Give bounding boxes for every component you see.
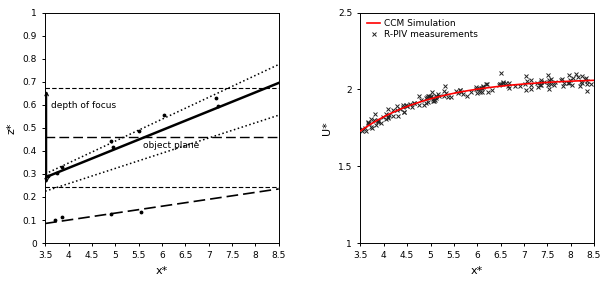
Legend: CCM Simulation, R-PIV measurements: CCM Simulation, R-PIV measurements xyxy=(365,17,479,41)
R-PIV measurements xyxy=(497,71,505,75)
R-PIV measurements xyxy=(478,91,485,94)
CCM Simulation xyxy=(468,89,475,92)
X-axis label: x*: x* xyxy=(156,266,168,276)
R-PIV measurements xyxy=(548,78,555,81)
R-PIV measurements xyxy=(473,92,480,95)
R-PIV measurements xyxy=(425,94,432,98)
Line: R-PIV measurements: R-PIV measurements xyxy=(359,71,593,133)
R-PIV measurements xyxy=(521,82,528,85)
Text: depth of focus: depth of focus xyxy=(51,101,116,110)
CCM Simulation xyxy=(357,129,364,133)
R-PIV measurements xyxy=(433,95,440,98)
R-PIV measurements xyxy=(358,129,365,132)
CCM Simulation xyxy=(483,86,490,90)
Y-axis label: U*: U* xyxy=(322,121,332,135)
Line: CCM Simulation: CCM Simulation xyxy=(361,80,594,131)
R-PIV measurements xyxy=(363,129,370,133)
Text: object plane: object plane xyxy=(144,140,200,150)
X-axis label: x*: x* xyxy=(471,266,484,276)
CCM Simulation xyxy=(585,79,592,82)
CCM Simulation xyxy=(496,85,503,88)
CCM Simulation xyxy=(590,79,598,82)
R-PIV measurements xyxy=(587,82,595,86)
Y-axis label: z*: z* xyxy=(7,122,17,133)
CCM Simulation xyxy=(548,80,555,84)
CCM Simulation xyxy=(469,88,476,92)
